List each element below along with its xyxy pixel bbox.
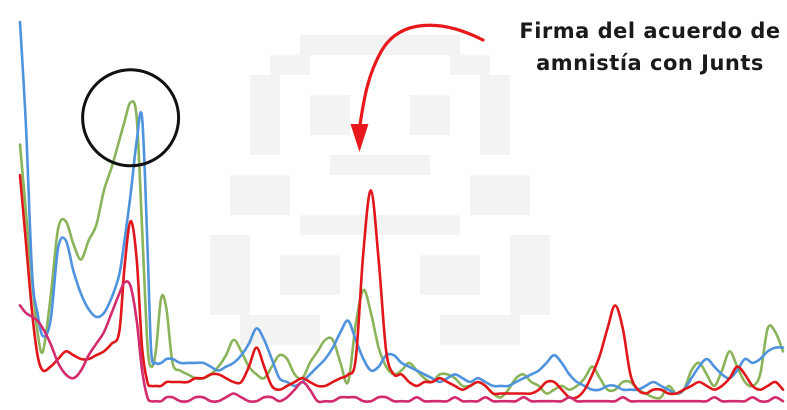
series-line-3	[18, 173, 785, 400]
highlight-circle	[81, 68, 181, 168]
series-group	[18, 20, 785, 404]
series-line-4	[18, 280, 785, 404]
annotation-line-1: Firma del acuerdo de	[519, 19, 780, 43]
annotation-line-2: amnistía con Junts	[536, 51, 764, 75]
annotation-arrow	[357, 23, 485, 130]
annotation-arrowhead	[350, 124, 369, 152]
background-watermark	[210, 35, 550, 345]
series-line-2	[18, 20, 785, 395]
series-line-1	[18, 100, 785, 400]
